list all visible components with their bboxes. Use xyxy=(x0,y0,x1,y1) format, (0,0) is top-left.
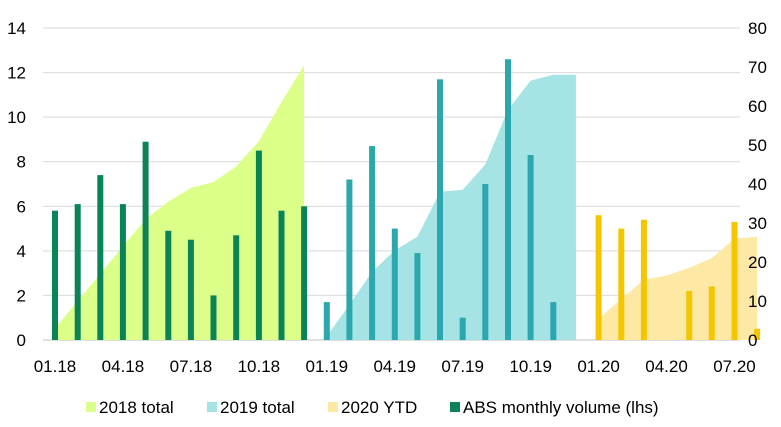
x-tick-label: 04.18 xyxy=(102,357,145,376)
x-tick-label: 04.20 xyxy=(645,357,688,376)
legend-swatch xyxy=(450,402,460,412)
bar-02.19 xyxy=(346,179,353,340)
bar-11.19 xyxy=(550,302,557,340)
right-tick-label: 50 xyxy=(748,136,767,155)
bar-05.19 xyxy=(414,253,421,340)
bar-08.19 xyxy=(482,184,489,340)
x-axis: 01.18 04.18 07.18 10.18 01.19 04.19 07.19 10.19… xyxy=(34,357,756,376)
legend-label: ABS monthly volume (lhs) xyxy=(463,398,659,417)
bar-09.18 xyxy=(233,235,240,340)
bar-04.19 xyxy=(391,228,398,340)
left-tick-label: 10 xyxy=(7,108,26,127)
bar-03.20 xyxy=(640,219,647,340)
legend-label: 2020 YTD xyxy=(341,398,417,417)
x-tick-label: 01.19 xyxy=(306,357,349,376)
bar-07.20 xyxy=(731,221,738,340)
bar-01.19 xyxy=(323,302,330,340)
bar-02.20 xyxy=(618,228,625,340)
x-tick-label: 01.20 xyxy=(577,357,620,376)
right-tick-label: 60 xyxy=(748,97,767,116)
left-axis: 0 2 4 6 8 10 12 14 xyxy=(7,19,26,350)
bar-series xyxy=(52,59,761,341)
left-tick-label: 2 xyxy=(17,286,26,305)
x-tick-label: 04.19 xyxy=(373,357,416,376)
bar-06.18 xyxy=(165,230,172,340)
bar-03.19 xyxy=(369,146,376,340)
legend-label: 2018 total xyxy=(99,398,174,417)
bar-02.18 xyxy=(74,204,81,340)
left-tick-label: 14 xyxy=(7,19,26,38)
bar-06.19 xyxy=(437,79,443,341)
bar-05.18 xyxy=(142,141,149,340)
right-tick-label: 0 xyxy=(748,331,757,350)
left-tick-label: 4 xyxy=(17,242,26,261)
area-2020-ytd xyxy=(598,236,758,340)
bar-04.18 xyxy=(119,204,126,340)
bar-08.18 xyxy=(210,295,217,340)
left-tick-label: 8 xyxy=(17,153,26,172)
legend-swatch xyxy=(86,402,96,412)
right-axis: 0 10 20 30 40 50 60 70 80 xyxy=(748,19,767,350)
x-tick-label: 10.18 xyxy=(238,357,281,376)
right-tick-label: 20 xyxy=(748,253,767,272)
legend-swatch xyxy=(328,402,338,412)
x-tick-label: 01.18 xyxy=(34,357,77,376)
bar-06.20 xyxy=(708,286,715,340)
right-tick-label: 70 xyxy=(748,58,767,77)
right-tick-label: 40 xyxy=(748,175,767,194)
legend-swatch xyxy=(207,402,217,412)
x-tick-label: 10.19 xyxy=(509,357,552,376)
x-tick-label: 07.19 xyxy=(441,357,484,376)
right-tick-label: 80 xyxy=(748,19,767,38)
right-tick-label: 30 xyxy=(748,214,767,233)
bar-10.18 xyxy=(255,150,262,340)
bar-05.20 xyxy=(686,291,693,340)
legend: 2018 total 2019 total 2020 YTD ABS monthly … xyxy=(86,398,659,417)
left-tick-label: 6 xyxy=(17,197,26,216)
left-tick-label: 12 xyxy=(7,64,26,83)
bar-09.19 xyxy=(505,59,511,340)
bar-07.18 xyxy=(187,239,194,340)
legend-label: 2019 total xyxy=(220,398,295,417)
bar-12.18 xyxy=(301,206,308,340)
x-tick-label: 07.20 xyxy=(713,357,756,376)
area-2019-total xyxy=(326,74,576,341)
x-tick-label: 07.18 xyxy=(170,357,213,376)
bar-11.18 xyxy=(278,210,285,340)
bar-01.18 xyxy=(52,210,58,340)
area-2018-total xyxy=(55,65,305,340)
bar-08.20 xyxy=(754,328,761,340)
left-tick-label: 0 xyxy=(17,331,26,350)
bar-07.19 xyxy=(459,317,466,340)
area-series xyxy=(55,65,758,341)
bar-01.20 xyxy=(595,215,602,340)
bar-10.19 xyxy=(527,155,534,340)
bar-03.18 xyxy=(97,175,104,340)
right-tick-label: 10 xyxy=(748,292,767,311)
